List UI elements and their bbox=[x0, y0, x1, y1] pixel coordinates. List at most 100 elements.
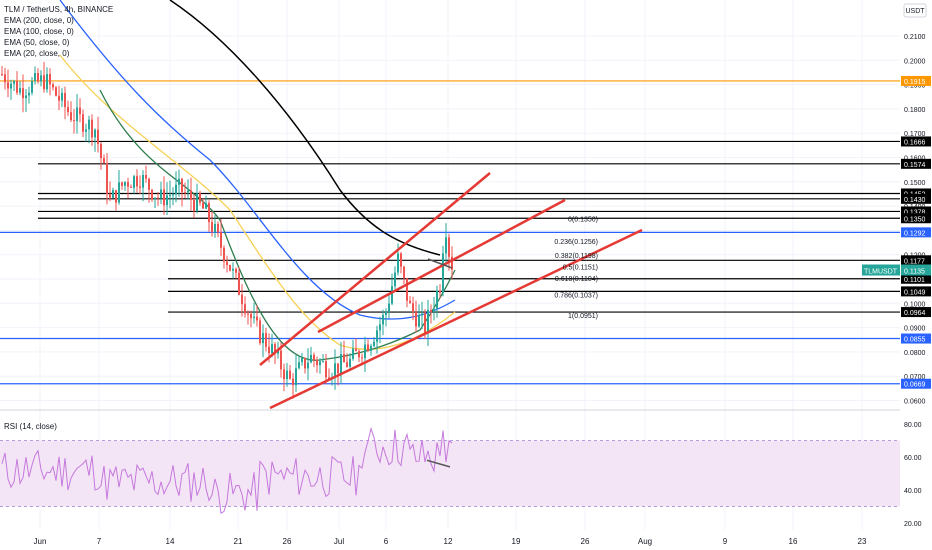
candle-body bbox=[349, 358, 351, 367]
level-price-badge bbox=[901, 227, 931, 238]
candle-body bbox=[103, 158, 105, 164]
candle-body bbox=[217, 223, 219, 233]
rsi-divergence-line bbox=[427, 258, 453, 269]
level-price-badge bbox=[901, 213, 931, 224]
candle-body bbox=[355, 348, 357, 352]
candle-body bbox=[85, 129, 87, 132]
candle-body bbox=[64, 92, 66, 108]
candle-body bbox=[445, 237, 447, 254]
candle-body bbox=[412, 303, 414, 313]
price-axis: USDT0.21000.20000.19000.18000.17000.1600… bbox=[862, 0, 932, 550]
candle-body bbox=[307, 362, 309, 369]
candle-body bbox=[451, 256, 453, 270]
price-tick-label: 0.0700 bbox=[904, 374, 926, 381]
candle-body bbox=[415, 312, 417, 327]
rsi-title: RSI (14, close) bbox=[4, 422, 57, 431]
candle-body bbox=[205, 203, 207, 209]
candle-body bbox=[10, 83, 12, 89]
candle-body bbox=[25, 95, 27, 99]
level-price-badge bbox=[901, 193, 931, 204]
level-price-badge bbox=[901, 255, 931, 266]
candle-body bbox=[109, 194, 111, 198]
candle-body bbox=[427, 309, 429, 334]
price-tick-label: 0.2100 bbox=[904, 34, 926, 41]
candle-body bbox=[394, 272, 396, 287]
time-tick-label: 26 bbox=[581, 537, 590, 546]
rsi-line bbox=[1, 426, 453, 515]
fib-label: 1(0.0951) bbox=[568, 313, 598, 320]
candle-body bbox=[328, 377, 330, 380]
candle-body bbox=[253, 316, 255, 319]
ema-200-label: EMA (200, close, 0) bbox=[4, 16, 74, 25]
candle-body bbox=[313, 354, 315, 361]
candle-body bbox=[232, 268, 234, 271]
level-price-label: 0.0964 bbox=[904, 310, 926, 317]
time-tick-label: 19 bbox=[512, 537, 521, 546]
candle-body bbox=[301, 357, 303, 363]
candle-body bbox=[145, 174, 147, 179]
price-tick-label: 0.2000 bbox=[904, 58, 926, 65]
price-tick-label: 0.1800 bbox=[904, 107, 926, 114]
candle-body bbox=[316, 360, 318, 366]
price-tick-label: 0.0800 bbox=[904, 350, 926, 357]
level-price-label: 0.0855 bbox=[904, 337, 926, 344]
candle-body bbox=[136, 176, 138, 187]
candle-body bbox=[148, 178, 150, 190]
candle-body bbox=[376, 330, 378, 342]
level-price-label: 0.1101 bbox=[904, 277, 925, 284]
candle-body bbox=[277, 350, 279, 354]
candle-body bbox=[127, 182, 129, 187]
candle-body bbox=[364, 344, 366, 359]
candle-body bbox=[442, 253, 444, 293]
candle-body bbox=[16, 80, 18, 93]
channel-line bbox=[269, 228, 643, 410]
candle-body bbox=[157, 197, 159, 199]
candle-body bbox=[43, 75, 45, 90]
rsi-divergence-line bbox=[426, 459, 451, 468]
level-price-badge bbox=[901, 333, 931, 344]
candle-body bbox=[91, 119, 93, 138]
candle-body bbox=[373, 341, 375, 346]
symbol-badge bbox=[862, 264, 900, 276]
candle-body bbox=[241, 294, 243, 305]
candle-body bbox=[82, 114, 84, 132]
candle-body bbox=[172, 194, 174, 196]
time-tick-label: 16 bbox=[789, 537, 798, 546]
ema-line bbox=[99, 89, 456, 361]
candle-body bbox=[268, 346, 270, 354]
price-tick-label: 0.1000 bbox=[904, 301, 926, 308]
trend-channel bbox=[259, 172, 643, 410]
ema-line bbox=[169, 0, 441, 256]
candle-body bbox=[106, 163, 108, 195]
candle-body bbox=[40, 75, 42, 82]
fib-label: 0.382(0.1198) bbox=[555, 253, 598, 260]
rsi-tick-label: 40.00 bbox=[904, 488, 922, 495]
candle-body bbox=[430, 309, 432, 312]
candle-body bbox=[214, 223, 216, 233]
candle-body bbox=[265, 333, 267, 347]
candle-body bbox=[130, 186, 132, 188]
ema-20-label: EMA (20, close, 0) bbox=[4, 49, 70, 58]
level-price-label: 0.1177 bbox=[904, 258, 925, 265]
candle-body bbox=[13, 80, 15, 84]
candle-body bbox=[34, 73, 36, 82]
time-tick-label: 26 bbox=[283, 537, 292, 546]
candle-body bbox=[46, 74, 48, 90]
level-price-label: 0.1430 bbox=[904, 197, 926, 204]
candle-body bbox=[184, 192, 186, 194]
level-price-badge bbox=[901, 378, 931, 389]
fib-label: 0(0.1350) bbox=[568, 216, 598, 223]
candle-body bbox=[73, 120, 75, 122]
time-tick-label: 14 bbox=[166, 537, 175, 546]
candle-body bbox=[19, 88, 21, 93]
candle-body bbox=[448, 237, 450, 257]
candle-body bbox=[352, 348, 354, 359]
candle-body bbox=[187, 190, 189, 193]
horizontal-levels bbox=[0, 80, 900, 385]
candle-body bbox=[124, 182, 126, 186]
candle-body bbox=[343, 354, 345, 363]
time-tick-label: 21 bbox=[234, 537, 243, 546]
price-tick-label: 0.0600 bbox=[904, 399, 926, 406]
candle-body bbox=[67, 107, 69, 113]
